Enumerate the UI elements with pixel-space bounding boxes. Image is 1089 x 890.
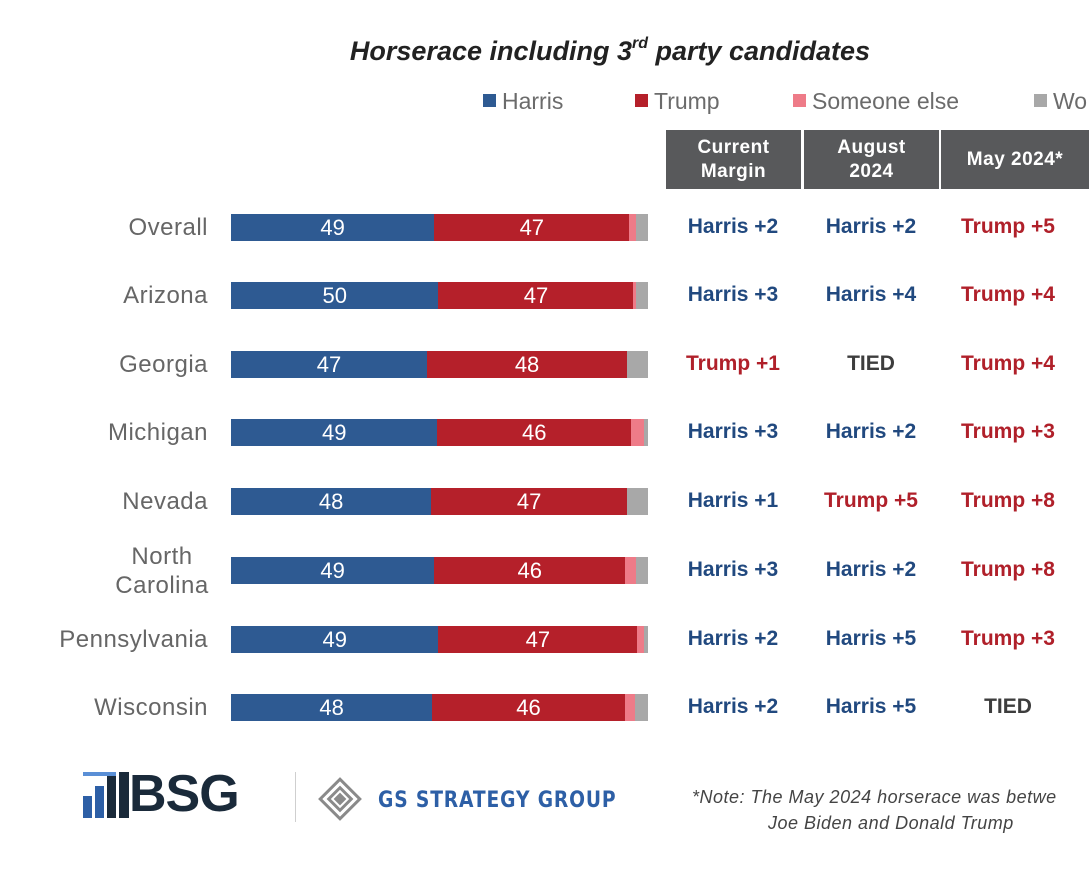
- title-rest: party candidates: [648, 36, 871, 66]
- bar-michigan: 49 46: [231, 419, 648, 446]
- bar-segment-someone-else: [631, 419, 644, 446]
- bar-segment-someone-else: [629, 214, 636, 241]
- title-main: Horserace including 3: [349, 36, 632, 66]
- legend-swatch-harris: [483, 94, 496, 107]
- bar-segment-harris: 47: [231, 351, 427, 378]
- bar-wisconsin: 48 46: [231, 694, 648, 721]
- header-may-2024: May 2024*: [941, 130, 1089, 189]
- chart-title: Horserace including 3rd party candidates: [0, 35, 1089, 67]
- bar-segment-harris: 49: [231, 557, 435, 584]
- title-superscript: rd: [632, 35, 648, 52]
- bar-segment-trump: 46: [434, 557, 626, 584]
- bsg-logo-text: BSG: [129, 765, 240, 823]
- margin-current-north-carolina: Harris +3: [687, 558, 779, 581]
- gs-logo-text: GS STRATEGY GROUP: [378, 788, 617, 813]
- margin-may-michigan: Trump +3: [961, 420, 1055, 443]
- footnote: *Note: The May 2024 horserace was betwe …: [692, 784, 1089, 836]
- margin-may-pennsylvania: Trump +3: [961, 627, 1055, 650]
- margin-current-georgia: Trump +1: [686, 352, 780, 375]
- bar-segment-harris: 48: [231, 488, 432, 515]
- bar-segment-someone-else: [633, 282, 636, 309]
- row-label-michigan: Michigan: [107, 419, 208, 446]
- bar-segment-wo: [635, 282, 648, 309]
- margin-may-north-carolina: Trump +8: [961, 558, 1055, 581]
- margin-august-overall: Harris +2: [825, 215, 917, 238]
- bar-segment-wo: [643, 419, 648, 446]
- row-label-georgia: Georgia: [119, 351, 208, 378]
- bar-arizona: 50 47: [231, 282, 648, 309]
- bar-segment-harris: 49: [231, 419, 438, 446]
- header-august-2024: August 2024: [804, 130, 939, 189]
- bar-segment-trump: 47: [438, 626, 638, 653]
- legend-swatch-someone-else: [793, 94, 806, 107]
- legend-item-trump: Trump: [635, 88, 720, 115]
- bar-segment-harris: 49: [231, 626, 439, 653]
- bar-segment-harris: 50: [231, 282, 439, 309]
- bar-georgia: 47 48: [231, 351, 648, 378]
- margin-current-michigan: Harris +3: [687, 420, 779, 443]
- margin-august-georgia: TIED: [847, 352, 895, 375]
- bar-segment-harris: 48: [231, 694, 433, 721]
- bar-segment-someone-else: [625, 557, 636, 584]
- bar-segment-trump: 48: [426, 351, 628, 378]
- margin-may-nevada: Trump +8: [961, 489, 1055, 512]
- bar-segment-trump: 47: [434, 214, 630, 241]
- legend-label-someone-else: Someone else: [812, 88, 960, 114]
- footnote-line-2: Joe Biden and Donald Trump: [768, 813, 1014, 833]
- margin-august-nevada: Trump +5: [824, 489, 918, 512]
- bsg-logo: BSG: [83, 765, 240, 823]
- gs-strategy-logo: GS STRATEGY GROUP: [318, 777, 616, 826]
- header-current-margin: Current Margin: [666, 130, 801, 189]
- margin-august-wisconsin: Harris +5: [825, 695, 917, 718]
- legend-label-harris: Harris: [502, 88, 564, 114]
- bar-nevada: 48 47: [231, 488, 648, 515]
- margin-current-arizona: Harris +3: [687, 283, 779, 306]
- bar-segment-trump: 47: [438, 282, 634, 309]
- legend-swatch-trump: [635, 94, 648, 107]
- footnote-line-1: *Note: The May 2024 horserace was betwe: [692, 787, 1057, 807]
- gs-diamond-icon: [318, 777, 362, 821]
- bsg-logo-icon: [83, 772, 129, 818]
- margin-current-nevada: Harris +1: [687, 489, 779, 512]
- margin-may-arizona: Trump +4: [961, 283, 1055, 306]
- margin-may-wisconsin: TIED: [984, 695, 1032, 718]
- margin-current-overall: Harris +2: [687, 215, 779, 238]
- legend-swatch-wont-vote: [1034, 94, 1047, 107]
- margin-may-overall: Trump +5: [961, 215, 1055, 238]
- bar-segment-trump: 47: [431, 488, 628, 515]
- margin-current-pennsylvania: Harris +2: [687, 627, 779, 650]
- bar-segment-wo: [627, 351, 648, 378]
- bar-segment-trump: 46: [432, 694, 625, 721]
- bar-north-carolina: 49 46: [231, 557, 648, 584]
- bar-segment-wo: [643, 626, 648, 653]
- margin-august-north-carolina: Harris +2: [825, 558, 917, 581]
- bar-segment-wo: [635, 214, 648, 241]
- margin-may-georgia: Trump +4: [961, 352, 1055, 375]
- margin-august-pennsylvania: Harris +5: [825, 627, 917, 650]
- bar-segment-trump: 46: [437, 419, 632, 446]
- bar-segment-wo: [635, 557, 648, 584]
- row-label-north-carolina: North Carolina: [115, 543, 209, 599]
- logo-divider: [295, 772, 296, 822]
- bar-segment-harris: 49: [231, 214, 435, 241]
- legend-item-wont-vote: Wo: [1034, 88, 1087, 115]
- row-label-arizona: Arizona: [123, 282, 208, 309]
- margin-current-wisconsin: Harris +2: [687, 695, 779, 718]
- bar-segment-wo: [627, 488, 648, 515]
- bar-overall: 49 47: [231, 214, 648, 241]
- legend-label-trump: Trump: [654, 88, 720, 114]
- row-label-nevada: Nevada: [122, 488, 208, 515]
- bar-segment-someone-else: [637, 626, 644, 653]
- bar-pennsylvania: 49 47: [231, 626, 648, 653]
- bar-segment-someone-else: [624, 694, 636, 721]
- legend-label-wont-vote: Wo: [1053, 88, 1088, 114]
- margin-august-arizona: Harris +4: [825, 283, 917, 306]
- legend-item-harris: Harris: [483, 88, 563, 115]
- row-label-overall: Overall: [128, 214, 208, 241]
- bar-segment-wo: [635, 694, 648, 721]
- legend-item-someone-else: Someone else: [793, 88, 959, 115]
- row-label-pennsylvania: Pennsylvania: [59, 626, 208, 653]
- row-label-wisconsin: Wisconsin: [94, 694, 208, 721]
- margin-august-michigan: Harris +2: [825, 420, 917, 443]
